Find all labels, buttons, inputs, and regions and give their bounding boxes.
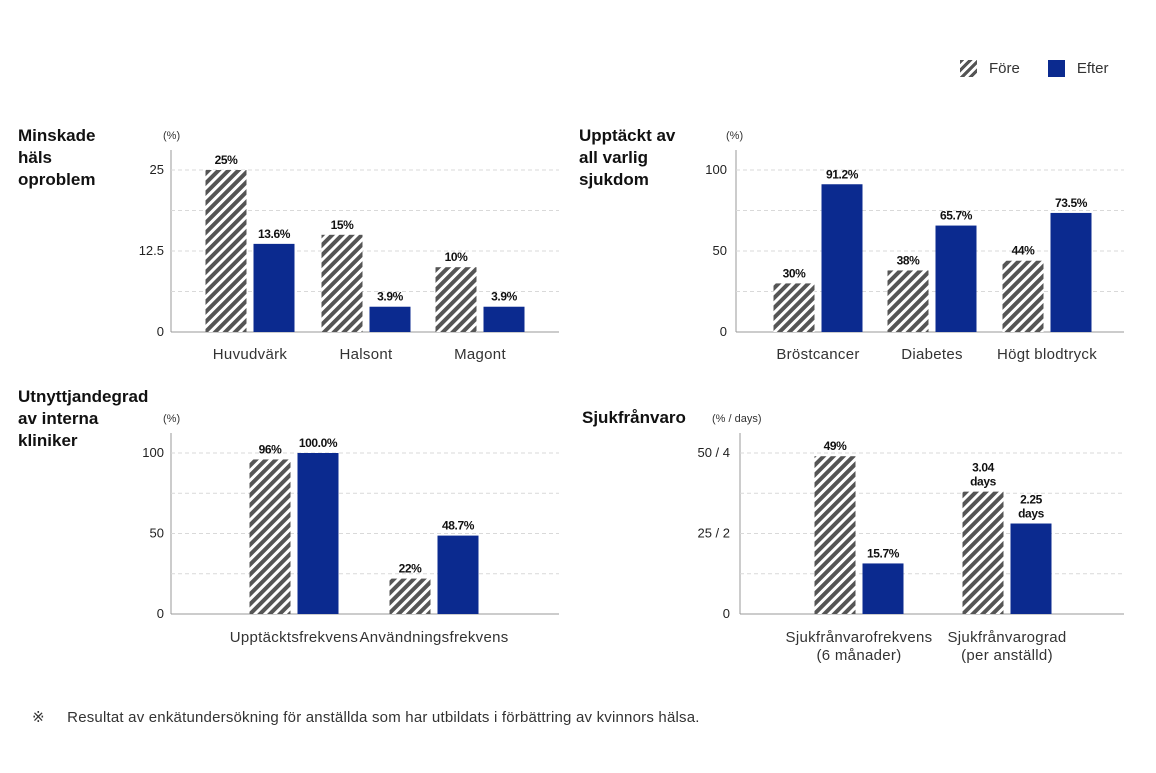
bar-after	[821, 184, 863, 332]
y-tick-label: 50	[713, 243, 727, 258]
data-label: 96%	[259, 442, 283, 456]
data-label: 3.04	[972, 461, 994, 475]
bar-before	[389, 578, 431, 614]
bar-after	[862, 563, 904, 614]
y-tick-label: 0	[723, 606, 730, 621]
bar-before	[1002, 260, 1044, 332]
category-label: Magont	[454, 346, 506, 363]
bar-after	[253, 243, 295, 332]
bar-before	[962, 491, 1004, 614]
data-label: 22%	[399, 562, 423, 576]
bar-before	[435, 267, 477, 332]
chart-title-line: sjukdom	[579, 170, 649, 189]
data-label: 2.25	[1020, 493, 1042, 507]
bar-after	[1010, 523, 1052, 614]
data-label: 65.7%	[940, 209, 973, 223]
y-tick-label: 100	[142, 445, 164, 460]
chart-title-line: all varlig	[579, 148, 648, 167]
data-label: 73.5%	[1055, 196, 1088, 210]
chart-title-line: häls	[18, 148, 52, 167]
data-label: 15.7%	[867, 546, 900, 560]
data-label: 91.2%	[826, 167, 859, 181]
category-label: Högt blodtryck	[997, 346, 1097, 363]
bar-before	[249, 459, 291, 614]
data-label: 25%	[215, 153, 239, 167]
data-label: days	[1018, 507, 1044, 521]
bar-after	[483, 306, 525, 332]
legend-label-after: Efter	[1076, 60, 1109, 77]
bar-before	[814, 456, 856, 614]
y-tick-label: 25	[150, 162, 164, 177]
y-tick-label: 50 / 4	[697, 445, 730, 460]
axis-unit-label: (%)	[163, 130, 180, 142]
chart-title-line: kliniker	[18, 431, 78, 450]
legend-swatch-after	[1047, 60, 1065, 77]
category-label: Halsont	[340, 346, 393, 363]
y-tick-label: 0	[157, 324, 164, 339]
data-label: 3.9%	[377, 290, 403, 304]
chart-title-line: av interna	[18, 409, 99, 428]
footnote: ※ Resultat av enkätundersökning för anst…	[32, 708, 700, 726]
category-label: Sjukfrånvarofrekvens	[786, 629, 933, 646]
y-tick-label: 25 / 2	[697, 526, 730, 541]
bar-before	[887, 270, 929, 332]
category-label: Användningsfrekvens	[359, 629, 508, 646]
data-label: 10%	[445, 250, 469, 264]
category-label: (per anställd)	[961, 647, 1053, 664]
y-tick-label: 0	[720, 324, 727, 339]
bar-before	[773, 283, 815, 332]
data-label: 38%	[897, 253, 921, 267]
bar-after	[369, 306, 411, 332]
y-tick-label: 0	[157, 606, 164, 621]
data-label: days	[970, 475, 996, 489]
chart-title-line: Upptäckt av	[579, 126, 676, 145]
chart-title-line: Utnyttjandegrad	[18, 387, 148, 406]
y-tick-label: 50	[150, 526, 164, 541]
data-label: 44%	[1012, 244, 1036, 258]
data-label: 15%	[331, 218, 355, 232]
legend-swatch-before	[960, 60, 977, 77]
category-label: Diabetes	[901, 346, 963, 363]
legend-item-after: Efter	[1047, 60, 1109, 77]
footnote-mark: ※	[32, 709, 45, 726]
axis-unit-label: (%)	[726, 130, 743, 142]
category-label: Huvudvärk	[213, 346, 288, 363]
legend: Före Efter	[960, 60, 1109, 77]
data-label: 13.6%	[258, 227, 291, 241]
data-label: 100.0%	[299, 436, 338, 450]
category-label: Bröstcancer	[776, 346, 859, 363]
legend-label-before: Före	[989, 60, 1020, 77]
data-label: 30%	[783, 266, 807, 280]
data-label: 3.9%	[491, 290, 517, 304]
footnote-text: Resultat av enkätundersökning för anstäl…	[67, 709, 700, 726]
bar-before	[321, 234, 363, 332]
bar-before	[205, 170, 247, 332]
axis-unit-label: (%)	[163, 413, 180, 425]
y-tick-label: 100	[705, 162, 727, 177]
axis-unit-label: (% / days)	[712, 413, 762, 425]
bar-after	[297, 453, 339, 614]
chart-title-line: Minskade	[18, 126, 95, 145]
category-label: Sjukfrånvarograd	[947, 629, 1066, 646]
category-label: (6 månader)	[816, 647, 901, 664]
chart-title-line: Sjukfrånvaro	[582, 408, 686, 427]
bar-after	[935, 225, 977, 332]
chart-title-line: oproblem	[18, 170, 95, 189]
y-tick-label: 12.5	[139, 243, 164, 258]
category-label: Upptäcktsfrekvens	[230, 629, 358, 646]
data-label: 48.7%	[442, 519, 475, 533]
bar-after	[1050, 212, 1092, 332]
data-label: 49%	[824, 439, 848, 453]
legend-item-before: Före	[960, 60, 1020, 77]
bar-after	[437, 535, 479, 614]
